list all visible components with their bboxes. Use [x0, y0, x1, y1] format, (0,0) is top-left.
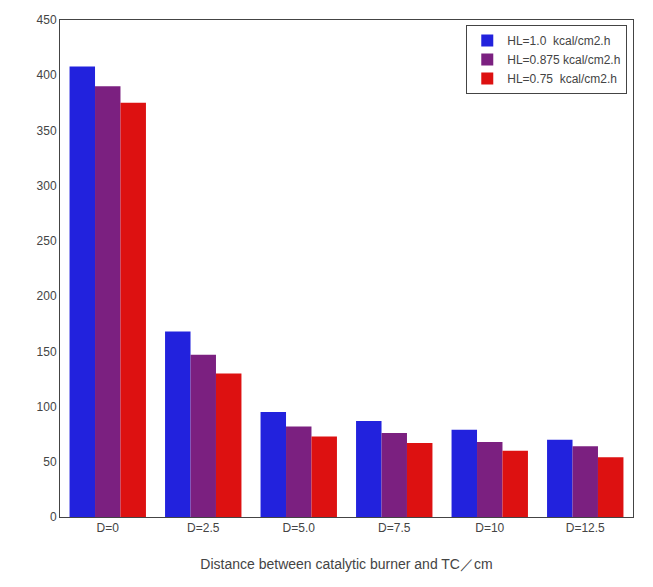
- svg-text:HL=0.75 kcal/cm2.h: HL=0.75 kcal/cm2.h: [507, 72, 617, 86]
- svg-text:200: 200: [37, 289, 57, 303]
- svg-text:100: 100: [37, 400, 57, 414]
- svg-text:D=12.5: D=12.5: [566, 521, 605, 535]
- svg-text:250: 250: [37, 234, 57, 248]
- svg-text:D=5.0: D=5.0: [283, 521, 316, 535]
- svg-text:0: 0: [50, 510, 57, 524]
- svg-text:50: 50: [43, 455, 57, 469]
- svg-text:D=2.5: D=2.5: [187, 521, 220, 535]
- svg-text:300: 300: [37, 179, 57, 193]
- svg-text:350: 350: [37, 124, 57, 138]
- svg-text:150: 150: [37, 345, 57, 359]
- svg-text:Distance between catalytic bur: Distance between catalytic burner and TC…: [200, 556, 492, 572]
- svg-text:HL=0.875 kcal/cm2.h: HL=0.875 kcal/cm2.h: [507, 53, 620, 67]
- svg-text:400: 400: [37, 68, 57, 82]
- svg-text:D=0: D=0: [97, 521, 120, 535]
- svg-text:HL=1.0 kcal/cm2.h: HL=1.0 kcal/cm2.h: [507, 34, 610, 48]
- svg-text:450: 450: [37, 13, 57, 27]
- svg-text:D=10: D=10: [475, 521, 504, 535]
- svg-text:D=7.5: D=7.5: [378, 521, 411, 535]
